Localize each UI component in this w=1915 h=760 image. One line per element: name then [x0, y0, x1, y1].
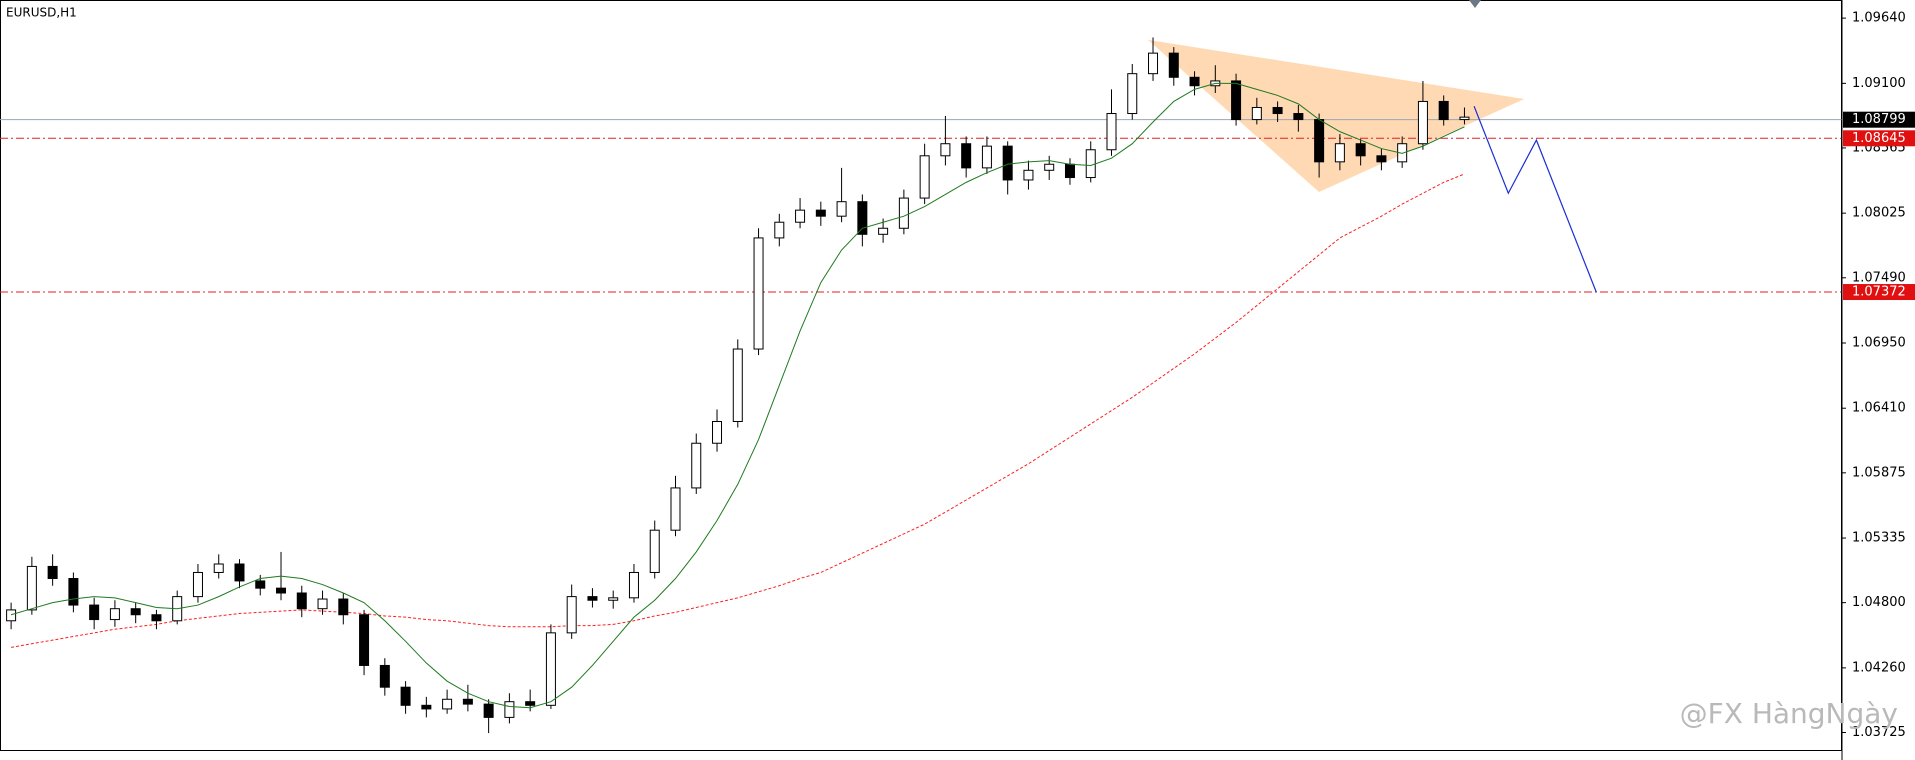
- candle-body: [919, 155, 930, 199]
- candle-body: [6, 609, 17, 622]
- candle-body: [483, 703, 494, 718]
- candle-body: [525, 701, 536, 706]
- candle-body: [545, 632, 556, 706]
- candle-body: [753, 237, 764, 350]
- candle-body: [130, 608, 141, 616]
- candle-body: [68, 578, 79, 606]
- projection-line: [1473, 106, 1597, 293]
- candle-body: [961, 143, 972, 169]
- y-tick-label: 1.04260: [1852, 660, 1906, 675]
- candle-body: [47, 565, 58, 580]
- candle-body: [1459, 116, 1470, 121]
- candle-body: [587, 596, 598, 601]
- candle-body: [504, 701, 515, 718]
- y-tick-label: 1.03725: [1852, 725, 1906, 740]
- candle-body: [1044, 163, 1055, 171]
- triangle-pattern: [1148, 39, 1525, 193]
- candle-body: [213, 563, 224, 573]
- candle-body: [670, 487, 681, 531]
- candle-body: [1438, 100, 1449, 121]
- candle-body: [940, 143, 951, 157]
- drawings: [0, 39, 1842, 293]
- candle-body: [981, 145, 992, 169]
- y-tick-label: 1.09640: [1852, 11, 1906, 26]
- candle-body: [26, 565, 37, 611]
- shift-marker: [1469, 0, 1481, 8]
- series: [6, 37, 1470, 734]
- candle-body: [628, 571, 639, 599]
- candle-body: [1106, 113, 1117, 151]
- y-tick-label: 1.07490: [1852, 270, 1906, 285]
- candle-body: [857, 201, 868, 235]
- watermark: @FX HàngNgày: [1680, 697, 1898, 730]
- candle-body: [795, 209, 806, 223]
- ma-fast-line: [10, 82, 1465, 709]
- price-label-box: [1843, 111, 1915, 128]
- price-label: 1.08799: [1852, 112, 1906, 127]
- candle-body: [1148, 52, 1159, 75]
- candle-body: [234, 563, 245, 582]
- candle-body: [1023, 169, 1034, 181]
- candle-body: [1231, 80, 1242, 121]
- candle-body: [1127, 73, 1138, 115]
- y-tick-label: 1.05335: [1852, 531, 1906, 546]
- candle-body: [649, 529, 660, 573]
- candle-body: [89, 604, 100, 621]
- candle-body: [712, 420, 723, 444]
- candle-body: [1376, 155, 1387, 163]
- candle-body: [1293, 113, 1304, 121]
- candle-body: [276, 587, 287, 594]
- candle-body: [878, 227, 889, 235]
- candle-body: [379, 664, 390, 688]
- candle-body: [774, 221, 785, 239]
- candle-body: [400, 686, 411, 706]
- candle-body: [442, 698, 453, 710]
- y-tick-label: 1.04800: [1852, 595, 1906, 610]
- candle-body: [1334, 143, 1345, 163]
- price-axis: 1.096401.091001.085651.080251.074901.069…: [1841, 0, 1915, 760]
- y-tick-label: 1.06410: [1852, 401, 1906, 416]
- candle-body: [691, 442, 702, 489]
- price-label: 1.08645: [1852, 131, 1906, 146]
- price-label-box: [1843, 130, 1915, 147]
- candle-body: [462, 698, 473, 705]
- y-tick-label: 1.06950: [1852, 335, 1906, 350]
- candle-body: [1355, 143, 1366, 157]
- candle-body: [192, 571, 203, 598]
- candle-body: [898, 197, 909, 229]
- candle-body: [1168, 52, 1179, 78]
- candle-body: [338, 598, 349, 616]
- candle-body: [1272, 106, 1283, 115]
- chart-title: EURUSD,H1: [6, 6, 77, 20]
- candle-body: [109, 608, 120, 621]
- candle-body: [732, 348, 743, 422]
- candle-body: [151, 614, 162, 622]
- candle-body: [1314, 119, 1325, 163]
- candle-body: [1002, 145, 1013, 181]
- candle-body: [815, 209, 826, 217]
- candle-body: [1085, 149, 1096, 179]
- price-label: 1.07372: [1852, 285, 1906, 300]
- candle-body: [255, 580, 266, 589]
- candle-body: [359, 614, 370, 666]
- candle-body: [296, 592, 307, 610]
- candle-body: [317, 598, 328, 610]
- y-tick-label: 1.09100: [1852, 76, 1906, 91]
- candle-body: [566, 596, 577, 634]
- candle-body: [836, 201, 847, 217]
- candle-body: [1189, 76, 1200, 87]
- candle-body: [1064, 163, 1075, 179]
- price-label-box: [1843, 284, 1915, 301]
- candle-body: [1251, 106, 1262, 121]
- y-tick-label: 1.08025: [1852, 206, 1906, 221]
- candle-body: [421, 704, 432, 710]
- y-tick-label: 1.05875: [1852, 465, 1906, 480]
- candle-body: [1417, 100, 1428, 145]
- candle-body: [608, 597, 619, 601]
